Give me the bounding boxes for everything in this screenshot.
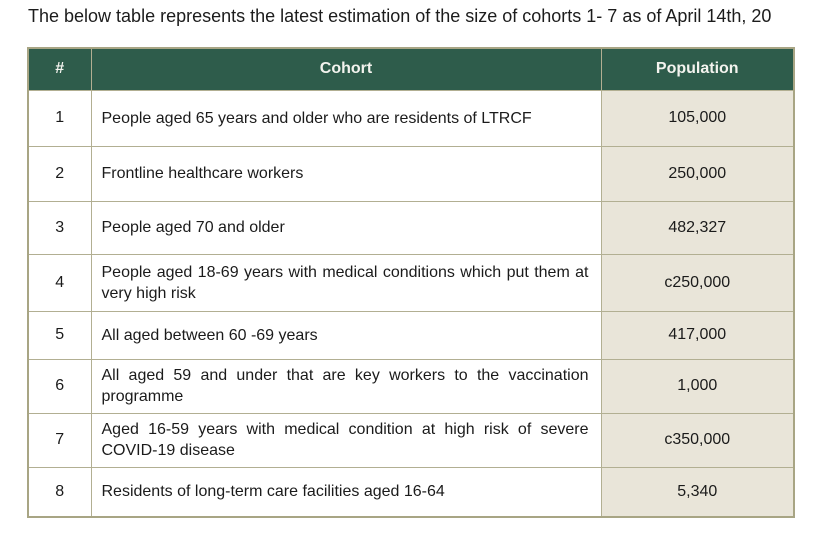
population-value: 417,000 bbox=[600, 310, 795, 360]
cohort-description: People aged 65 years and older who are r… bbox=[90, 89, 602, 147]
cohort-description: Frontline healthcare workers bbox=[90, 145, 602, 202]
column-header-population: Population bbox=[600, 47, 795, 91]
row-number: 2 bbox=[27, 145, 92, 202]
cohort-description: People aged 18-69 years with medical con… bbox=[90, 253, 602, 312]
row-number: 8 bbox=[27, 466, 92, 518]
population-value: 105,000 bbox=[600, 89, 795, 147]
cohort-description: Aged 16-59 years with medical condition … bbox=[90, 412, 602, 468]
column-header-number: # bbox=[27, 47, 92, 91]
table-row: 1 People aged 65 years and older who are … bbox=[27, 89, 795, 147]
cohort-description: People aged 70 and older bbox=[90, 200, 602, 255]
table-body: 1 People aged 65 years and older who are … bbox=[27, 89, 795, 518]
population-value: 5,340 bbox=[600, 466, 795, 518]
population-value: 1,000 bbox=[600, 358, 795, 414]
table-row: 3 People aged 70 and older 482,327 bbox=[27, 200, 795, 255]
cohort-description: All aged between 60 -69 years bbox=[90, 310, 602, 360]
row-number: 7 bbox=[27, 412, 92, 468]
population-value: 482,327 bbox=[600, 200, 795, 255]
table-row: 2 Frontline healthcare workers 250,000 bbox=[27, 145, 795, 202]
column-header-cohort: Cohort bbox=[90, 47, 602, 91]
table-row: 4 People aged 18-69 years with medical co… bbox=[27, 253, 795, 312]
population-value: c350,000 bbox=[600, 412, 795, 468]
table-row: 5 All aged between 60 -69 years 417,000 bbox=[27, 310, 795, 360]
table-row: 6 All aged 59 and under that are key work… bbox=[27, 358, 795, 414]
table-row: 7 Aged 16-59 years with medical condition… bbox=[27, 412, 795, 468]
population-value: c250,000 bbox=[600, 253, 795, 312]
row-number: 4 bbox=[27, 253, 92, 312]
table-row: 8 Residents of long-term care facilities … bbox=[27, 466, 795, 518]
row-number: 5 bbox=[27, 310, 92, 360]
cohort-description: Residents of long-term care facilities a… bbox=[90, 466, 602, 518]
population-value: 250,000 bbox=[600, 145, 795, 202]
row-number: 3 bbox=[27, 200, 92, 255]
table-header-row: # Cohort Population bbox=[27, 47, 795, 91]
row-number: 6 bbox=[27, 358, 92, 414]
row-number: 1 bbox=[27, 89, 92, 147]
cohort-description: All aged 59 and under that are key worke… bbox=[90, 358, 602, 414]
page-title: The below table represents the latest es… bbox=[28, 6, 772, 26]
table-header: # Cohort Population bbox=[27, 47, 795, 91]
cohort-table: # Cohort Population 1 People aged 65 year… bbox=[27, 47, 795, 518]
